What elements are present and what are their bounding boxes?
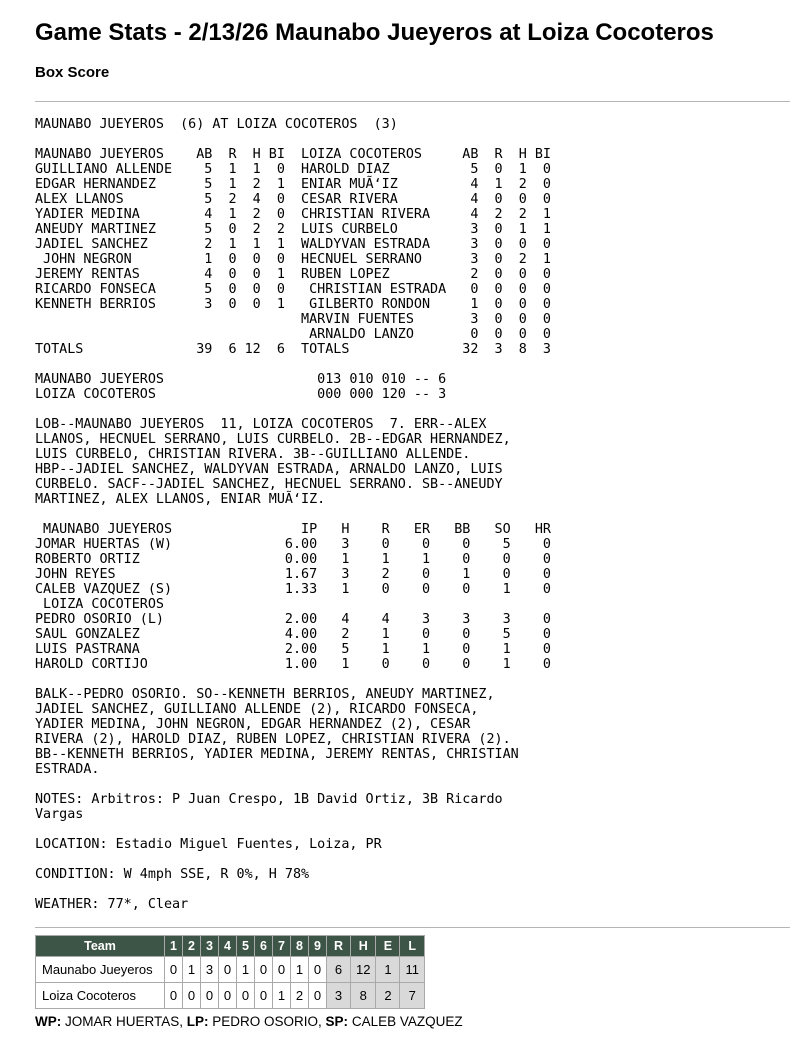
summary-col-header: 1: [164, 935, 183, 957]
credits-line: WP: JOMAR HUERTAS, LP: PEDRO OSORIO, SP:…: [35, 1014, 463, 1029]
pitching-grid: MAUNABO JUEYEROS IP H R ER BB SO HR JOMA…: [35, 522, 551, 672]
inning-score: 0: [308, 956, 327, 983]
summary-col-header: R: [326, 935, 351, 957]
summary-row: Loiza Cocoteros 0 0 0 0 0 0 1 2 0 3 8 2 7: [35, 982, 425, 1009]
game-notes: NOTES: Arbitros: P Juan Crespo, 1B David…: [35, 792, 503, 822]
total-stat: 12: [349, 956, 377, 983]
inning-score: 0: [182, 982, 201, 1009]
total-stat: 2: [375, 982, 401, 1009]
weather-line: WEATHER: 77*, Clear: [35, 897, 189, 912]
condition-line: CONDITION: W 4mph SSE, R 0%, H 78%: [35, 867, 310, 882]
top-rule: [35, 101, 790, 102]
batting-grid: MAUNABO JUEYEROS AB R H BI LOIZA COCOTER…: [35, 147, 551, 357]
summary-team-name: Maunabo Jueyeros: [35, 956, 165, 983]
total-stat: 6: [326, 956, 351, 983]
linescore-grid: MAUNABO JUEYEROS 013 010 010 -- 6 LOIZA …: [35, 372, 447, 402]
location-line: LOCATION: Estadio Miguel Fuentes, Loiza,…: [35, 837, 382, 852]
credit-label: LP:: [186, 1014, 209, 1029]
summary-col-header: 3: [200, 935, 219, 957]
inning-score: 0: [164, 956, 183, 983]
inning-score: 2: [290, 982, 309, 1009]
balk-notes: BALK--PEDRO OSORIO. SO--KENNETH BERRIOS,…: [35, 687, 519, 777]
total-stat: 1: [375, 956, 401, 983]
summary-table: Team 1 2 3 4 5 6 7 8 9 R H E L Maunabo Jueyeros 0 1 3 0 1 0…: [35, 935, 425, 1009]
total-stat: 11: [399, 956, 425, 983]
inning-score: 0: [236, 982, 255, 1009]
summary-col-header: L: [399, 935, 425, 957]
page-title: Game Stats - 2/13/26 Maunabo Jueyeros at…: [35, 19, 714, 46]
box-score-page: Game Stats - 2/13/26 Maunabo Jueyeros at…: [0, 18, 805, 1039]
credit-label: SP:: [325, 1014, 349, 1029]
inning-score: 1: [236, 956, 255, 983]
inning-score: 1: [290, 956, 309, 983]
inning-score: 0: [218, 956, 237, 983]
total-stat: 8: [349, 982, 377, 1009]
inning-score: 0: [164, 982, 183, 1009]
summary-col-header: 6: [254, 935, 273, 957]
inning-score: 0: [254, 982, 273, 1009]
lob-notes: LOB--MAUNABO JUEYEROS 11, LOIZA COCOTERO…: [35, 417, 511, 507]
bottom-rule: [35, 927, 790, 928]
summary-col-header: E: [375, 935, 401, 957]
summary-col-header: 4: [218, 935, 237, 957]
credit-label: WP:: [35, 1014, 62, 1029]
summary-col-header: 9: [308, 935, 327, 957]
inning-score: 1: [272, 982, 291, 1009]
summary-col-header: 2: [182, 935, 201, 957]
summary-col-header: 7: [272, 935, 291, 957]
summary-row: Maunabo Jueyeros 0 1 3 0 1 0 0 1 0 6 12 1 11: [35, 956, 425, 983]
inning-score: 0: [308, 982, 327, 1009]
inning-score: 1: [182, 956, 201, 983]
summary-body: Maunabo Jueyeros 0 1 3 0 1 0 0 1 0 6 12 1 11 Loiza Coc…: [35, 956, 425, 1009]
summary-col-header: H: [349, 935, 377, 957]
total-stat: 3: [326, 982, 351, 1009]
inning-score: 3: [200, 956, 219, 983]
summary-header-row: Team 1 2 3 4 5 6 7 8 9 R H E L: [35, 935, 425, 957]
summary-team-name: Loiza Cocoteros: [35, 982, 165, 1009]
summary-col-header: 5: [236, 935, 255, 957]
inning-score: 0: [218, 982, 237, 1009]
total-stat: 7: [399, 982, 425, 1009]
matchup-line: MAUNABO JUEYEROS (6) AT LOIZA COCOTEROS …: [35, 117, 398, 132]
inning-score: 0: [200, 982, 219, 1009]
summary-col-header: 8: [290, 935, 309, 957]
inning-score: 0: [272, 956, 291, 983]
section-heading: Box Score: [35, 64, 110, 81]
inning-score: 0: [254, 956, 273, 983]
summary-col-header: Team: [35, 935, 165, 957]
